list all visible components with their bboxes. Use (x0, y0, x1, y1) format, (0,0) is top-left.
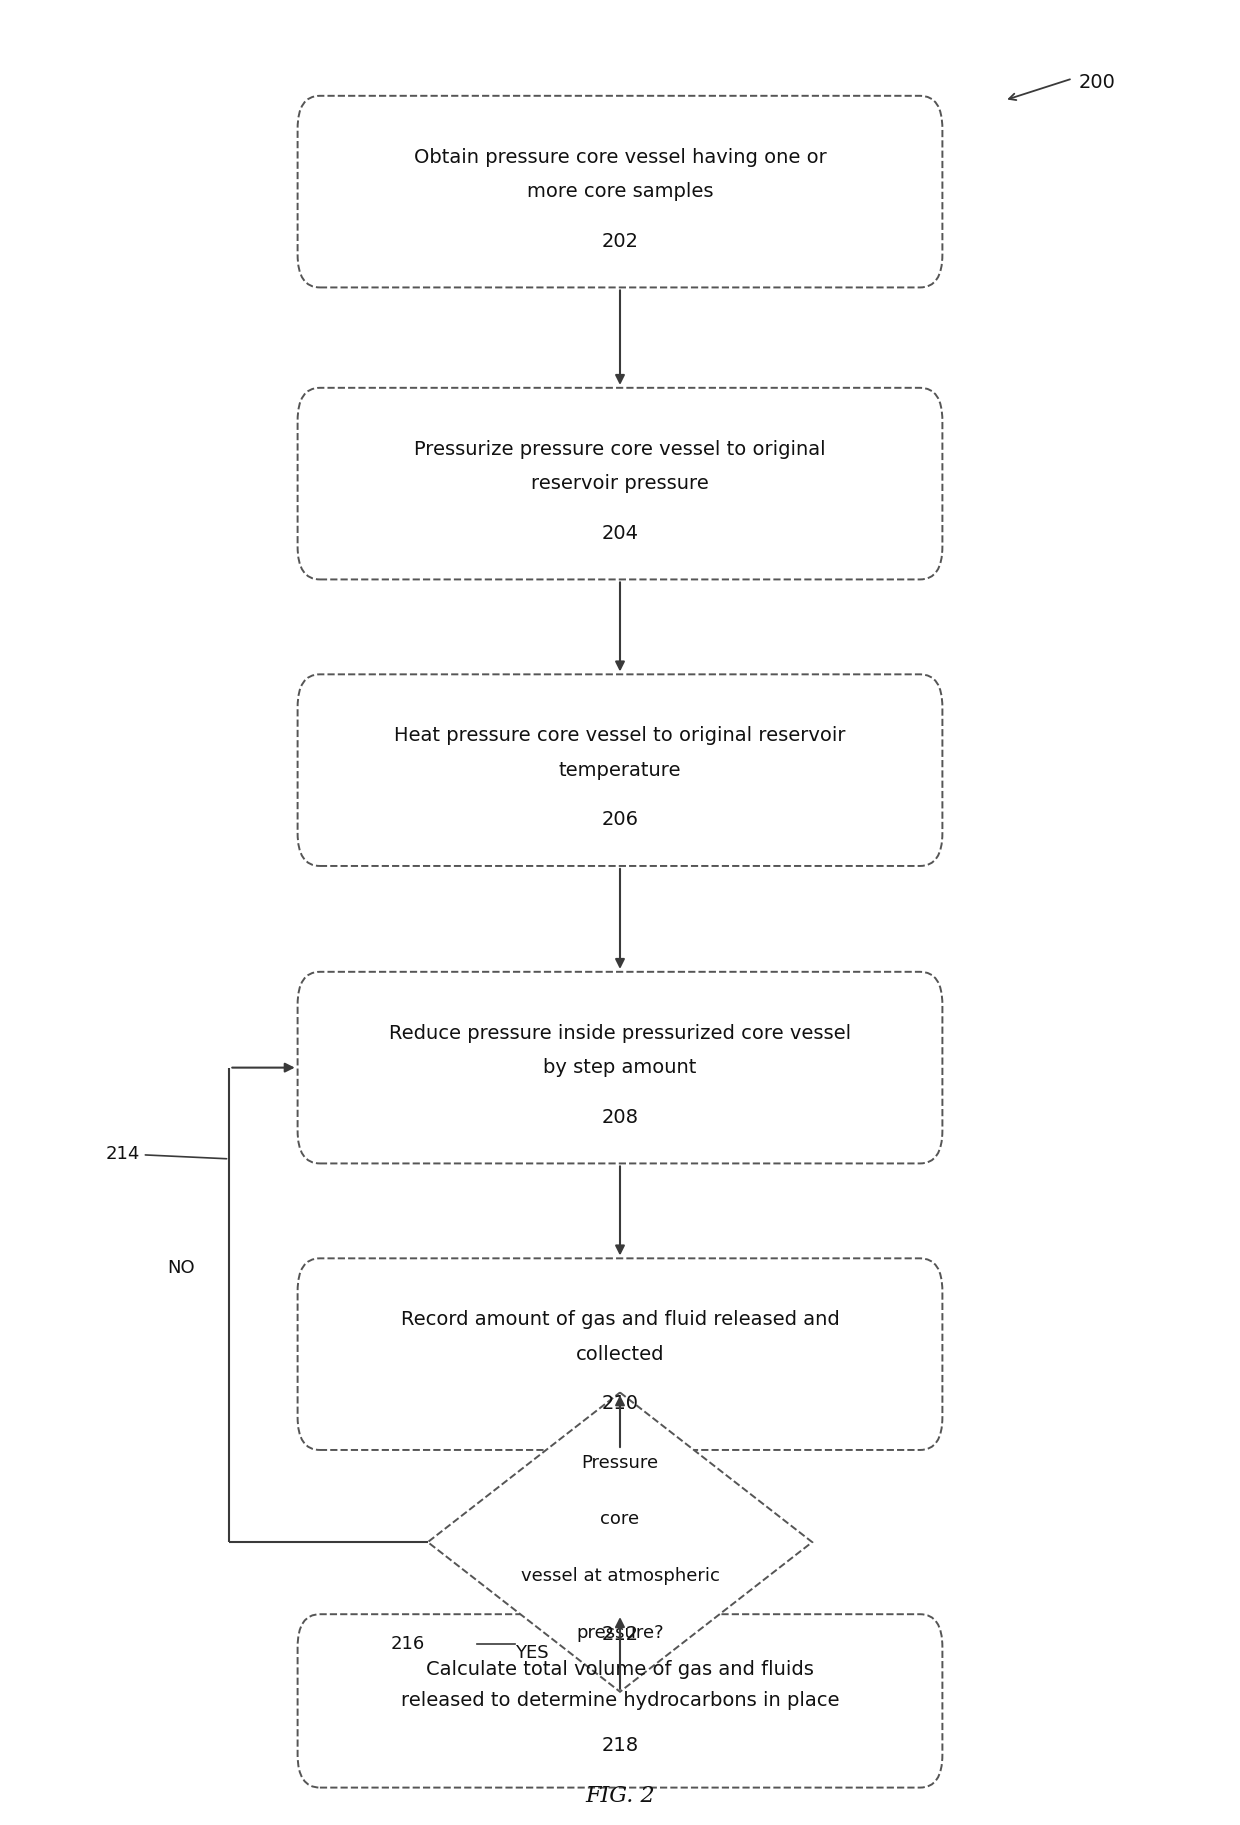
FancyBboxPatch shape (298, 971, 942, 1164)
Text: temperature: temperature (559, 761, 681, 779)
Text: collected: collected (575, 1345, 665, 1363)
Text: Heat pressure core vessel to original reservoir: Heat pressure core vessel to original re… (394, 726, 846, 745)
Text: 208: 208 (601, 1108, 639, 1128)
Text: 212: 212 (601, 1626, 639, 1644)
Text: 218: 218 (601, 1736, 639, 1756)
Text: Reduce pressure inside pressurized core vessel: Reduce pressure inside pressurized core … (389, 1024, 851, 1042)
FancyBboxPatch shape (298, 1613, 942, 1788)
Text: pressure?: pressure? (577, 1624, 663, 1642)
Text: NO: NO (167, 1259, 195, 1278)
Text: vessel at atmospheric: vessel at atmospheric (521, 1568, 719, 1586)
Text: released to determine hydrocarbons in place: released to determine hydrocarbons in pl… (401, 1692, 839, 1710)
Text: 204: 204 (601, 524, 639, 544)
Text: Record amount of gas and fluid released and: Record amount of gas and fluid released … (401, 1310, 839, 1329)
FancyBboxPatch shape (298, 675, 942, 867)
Text: 216: 216 (391, 1635, 425, 1653)
Text: more core samples: more core samples (527, 182, 713, 201)
Text: Pressurize pressure core vessel to original: Pressurize pressure core vessel to origi… (414, 440, 826, 458)
Text: FIG. 2: FIG. 2 (585, 1785, 655, 1807)
Text: core: core (600, 1511, 640, 1528)
Text: 214: 214 (105, 1144, 227, 1163)
Text: Obtain pressure core vessel having one or: Obtain pressure core vessel having one o… (414, 148, 826, 166)
Text: reservoir pressure: reservoir pressure (531, 474, 709, 493)
Text: YES: YES (515, 1644, 548, 1663)
FancyBboxPatch shape (298, 1259, 942, 1449)
Text: 210: 210 (601, 1394, 639, 1414)
FancyBboxPatch shape (298, 97, 942, 288)
Text: Calculate total volume of gas and fluids: Calculate total volume of gas and fluids (427, 1661, 813, 1679)
Text: 202: 202 (601, 232, 639, 252)
Text: 200: 200 (1079, 73, 1116, 91)
Polygon shape (428, 1392, 812, 1692)
Text: 206: 206 (601, 810, 639, 830)
Text: by step amount: by step amount (543, 1058, 697, 1077)
Text: Pressure: Pressure (582, 1453, 658, 1471)
FancyBboxPatch shape (298, 389, 942, 580)
